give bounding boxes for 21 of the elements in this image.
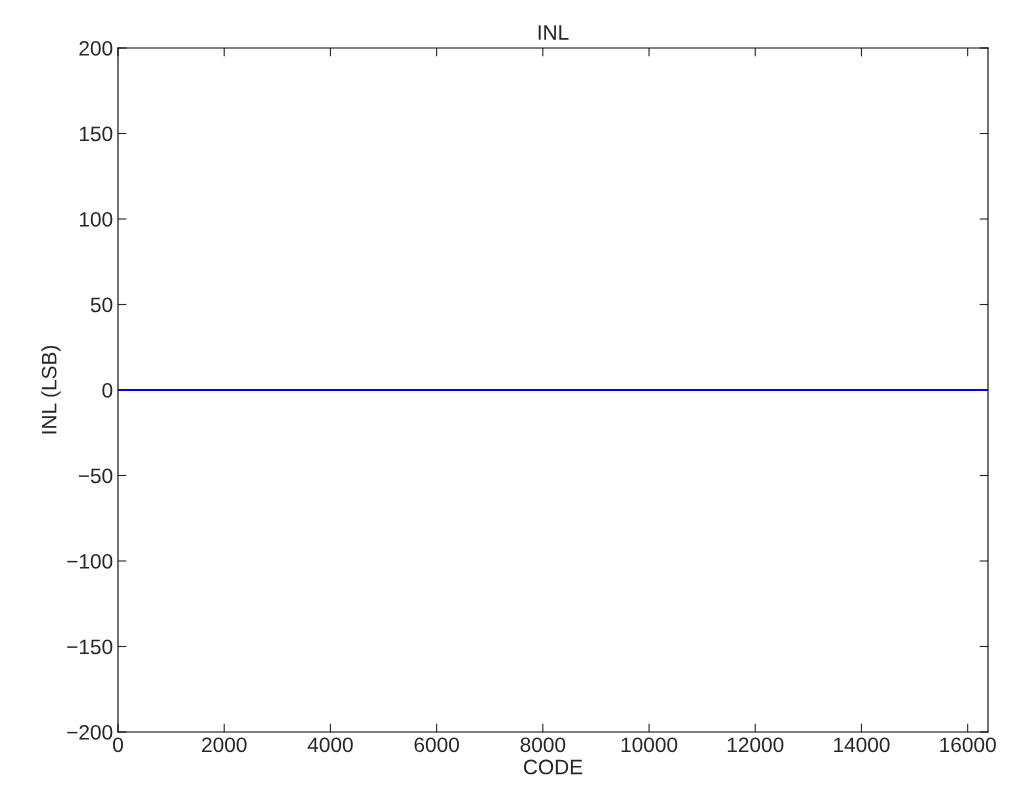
y-tick-label: 50 [90, 297, 113, 313]
x-axis-title: CODE [523, 759, 583, 775]
x-tick-label: 8000 [520, 737, 566, 753]
y-axis-title: INL (LSB) [41, 345, 61, 434]
y-tick-label: 200 [79, 41, 113, 56]
x-tick-label: 12000 [727, 737, 784, 753]
x-tick-label: 14000 [834, 737, 890, 753]
x-tick-label: 6000 [414, 737, 459, 753]
y-tick-label: −200 [67, 725, 113, 740]
chart-title: INL [538, 25, 569, 40]
y-tick-label: 0 [102, 383, 113, 398]
y-tick-label: 100 [79, 212, 113, 227]
x-tick-label: 0 [113, 737, 123, 753]
y-tick-label: −150 [67, 639, 113, 655]
x-tick-label: 2000 [202, 737, 247, 753]
x-tick-label: 10000 [621, 737, 678, 753]
y-tick-label: −100 [67, 554, 113, 569]
y-tick-label: 150 [79, 126, 113, 142]
x-tick-label: 4000 [307, 737, 353, 753]
x-tick-label: 16000 [940, 737, 996, 753]
y-tick-label: −50 [78, 468, 113, 484]
